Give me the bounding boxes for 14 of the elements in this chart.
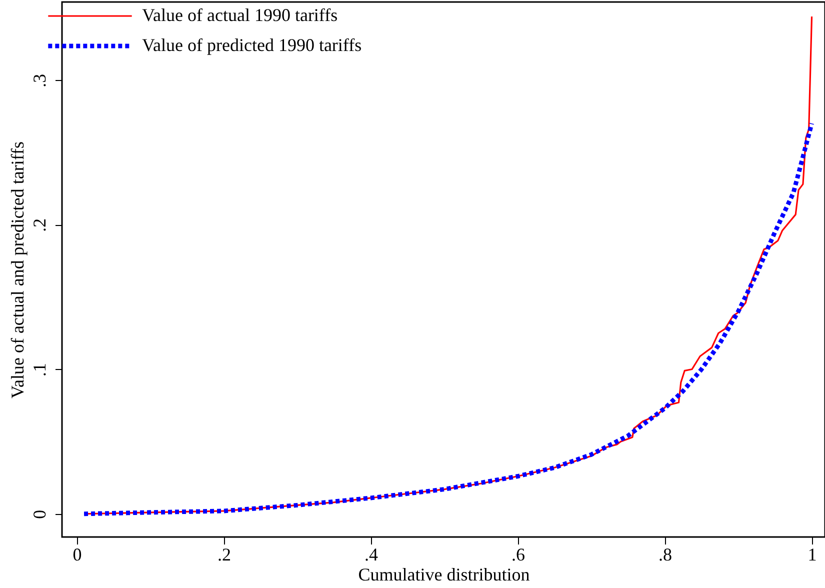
y-tick-label: .2: [30, 218, 50, 232]
x-tick-label: .6: [511, 544, 525, 564]
legend-label: Value of predicted 1990 tariffs: [142, 35, 362, 55]
x-tick-label: 1: [808, 544, 817, 564]
y-tick-label: 0: [30, 510, 50, 519]
y-axis-title: Value of actual and predicted tariffs: [8, 141, 28, 399]
x-tick-label: .8: [658, 544, 672, 564]
x-tick-label: .2: [217, 544, 231, 564]
y-tick-label: .1: [30, 363, 50, 377]
x-tick-label: 0: [72, 544, 82, 564]
y-tick-label: .3: [30, 74, 50, 88]
x-tick-label: .4: [364, 544, 378, 564]
legend-label: Value of actual 1990 tariffs: [142, 5, 338, 25]
x-axis-title: Cumulative distribution: [358, 564, 530, 584]
